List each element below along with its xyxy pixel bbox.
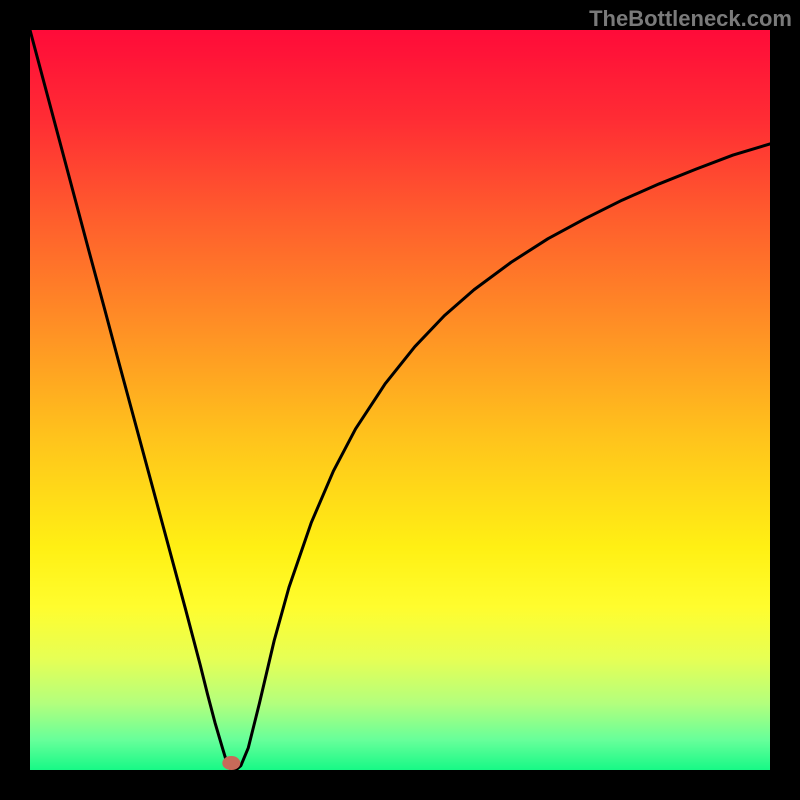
bottleneck-curve	[30, 30, 770, 770]
chart-frame: TheBottleneck.com	[0, 0, 800, 800]
plot-area	[30, 30, 770, 770]
minimum-marker	[223, 756, 240, 770]
attribution-text: TheBottleneck.com	[589, 6, 792, 32]
curve-layer	[30, 30, 770, 770]
